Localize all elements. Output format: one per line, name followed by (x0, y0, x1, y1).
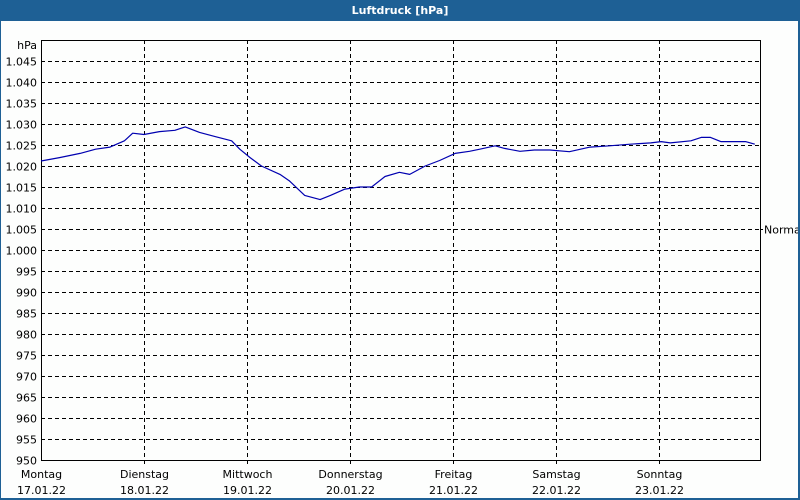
window-title: Luftdruck [hPa] (0, 0, 800, 21)
y-axis-unit-label: hPa (17, 39, 37, 52)
x-tick-day-label: Sonntag (637, 468, 683, 481)
y-tick-label: 1.000 (6, 245, 38, 258)
x-tick-date-label: 20.01.22 (326, 484, 375, 497)
y-tick-label: 980 (16, 329, 37, 342)
plot-frame (41, 40, 761, 461)
x-tick-day-label: Donnerstag (318, 468, 382, 481)
y-tick-label: 950 (16, 455, 37, 468)
y-tick-label: 975 (16, 350, 37, 363)
x-tick-date-label: 21.01.22 (429, 484, 478, 497)
x-tick-date-label: 19.01.22 (223, 484, 272, 497)
y-tick-label: 1.030 (6, 119, 38, 132)
x-tick-day-label: Samstag (532, 468, 580, 481)
reference-label-normal: Normal (764, 224, 798, 237)
x-tick-date-label: 23.01.22 (635, 484, 684, 497)
y-tick-label: 1.045 (6, 56, 38, 69)
pressure-line (40, 126, 755, 201)
x-tick-date-label: 22.01.22 (532, 484, 581, 497)
x-tick-date-label: 18.01.22 (120, 484, 169, 497)
y-tick-label: 1.005 (6, 224, 38, 237)
y-tick-label: 1.010 (6, 203, 38, 216)
x-tick-day-label: Freitag (435, 468, 473, 481)
y-tick-label: 985 (16, 308, 37, 321)
y-tick-label: 970 (16, 371, 37, 384)
y-tick-label: 965 (16, 392, 37, 405)
pressure-chart: 950 955 960 965 970 975 980 985 990 995 1.000 1.005… (6, 39, 799, 497)
y-tick-label: 1.020 (6, 161, 38, 174)
chart-area: 950 955 960 965 970 975 980 985 990 995 1.000 1.005… (1, 21, 798, 498)
y-tick-label: 1.040 (6, 77, 38, 90)
x-tick-day-label: Montag (21, 468, 62, 481)
y-tick-label: 995 (16, 266, 37, 279)
x-tick-date-label: 17.01.22 (17, 484, 66, 497)
y-tick-label: 990 (16, 287, 37, 300)
y-tick-label: 955 (16, 434, 37, 447)
x-tick-day-label: Mittwoch (223, 468, 273, 481)
y-tick-label: 1.025 (6, 140, 38, 153)
x-tick-day-label: Dienstag (120, 468, 169, 481)
y-tick-label: 1.035 (6, 98, 38, 111)
y-tick-label: 960 (16, 413, 37, 426)
y-tick-label: 1.015 (6, 182, 38, 195)
